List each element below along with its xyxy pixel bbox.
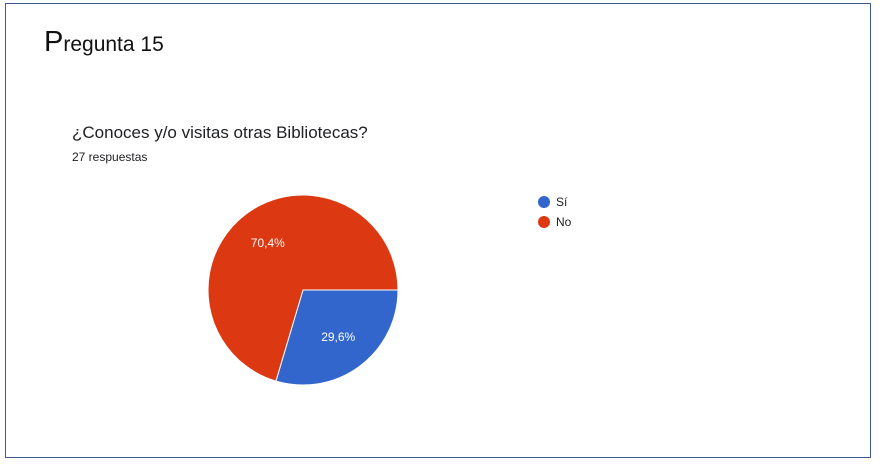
chart-title: ¿Conoces y/o visitas otras Bibliotecas? bbox=[72, 123, 368, 142]
legend-item-si: Sí bbox=[538, 192, 571, 212]
response-count: 27 respuestas bbox=[72, 150, 148, 164]
legend-item-no: No bbox=[538, 212, 571, 232]
pie-slice-no bbox=[207, 194, 399, 382]
page-heading: Pregunta 15 bbox=[44, 26, 164, 59]
pie-data-label-no: 70,4% bbox=[251, 236, 285, 250]
chart-legend: Sí No bbox=[538, 192, 571, 232]
legend-swatch bbox=[538, 196, 550, 208]
page-heading-rest: regunta 15 bbox=[63, 33, 164, 56]
pie-slice-si bbox=[275, 289, 399, 386]
legend-label: Sí bbox=[556, 195, 568, 209]
legend-label: No bbox=[556, 215, 572, 229]
pie-data-label-si: 29,6% bbox=[321, 330, 355, 344]
page-heading-initial: P bbox=[44, 26, 64, 58]
slide-frame bbox=[5, 3, 871, 458]
legend-swatch bbox=[538, 216, 550, 228]
